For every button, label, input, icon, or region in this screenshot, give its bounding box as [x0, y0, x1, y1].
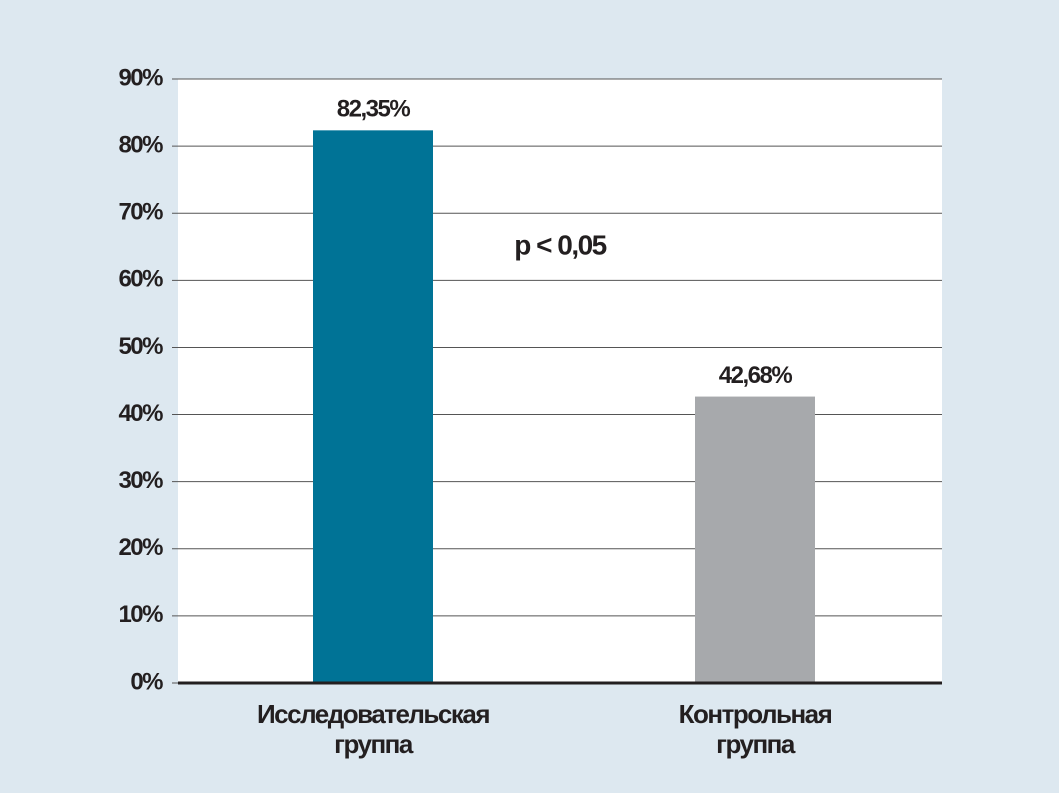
- y-tick-label: 40%: [118, 400, 163, 427]
- annotation: p < 0,05: [514, 229, 606, 260]
- value-label: 82,35%: [337, 96, 411, 123]
- y-tick-label: 90%: [118, 64, 163, 91]
- x-tick-label: Контрольная группа: [679, 699, 832, 759]
- x-tick-label: Исследовательская группа: [257, 699, 489, 759]
- y-tick-label: 70%: [118, 199, 163, 226]
- y-tick-label: 60%: [118, 266, 163, 293]
- bar: [313, 130, 433, 684]
- value-label: 42,68%: [719, 362, 793, 389]
- y-tick-label: 30%: [118, 467, 163, 494]
- y-tick-label: 20%: [118, 534, 163, 561]
- y-tick-label: 10%: [118, 601, 163, 628]
- bar: [695, 396, 815, 683]
- y-tick-label: 80%: [118, 131, 163, 158]
- plot-area: [178, 79, 942, 683]
- y-tick-label: 50%: [118, 333, 163, 360]
- y-tick-label: 0%: [130, 668, 163, 695]
